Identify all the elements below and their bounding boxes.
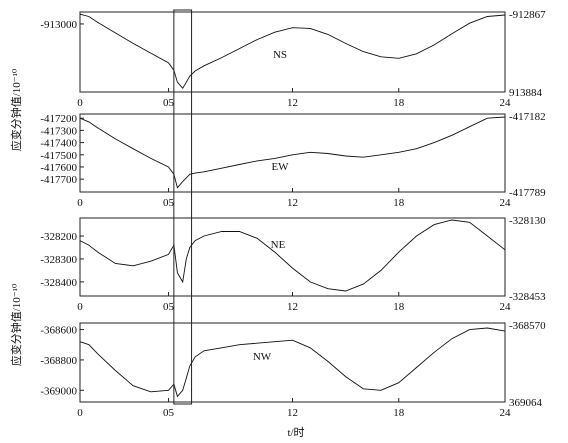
x-tick-label: 18	[393, 407, 405, 419]
left-tick-label: -417300	[40, 125, 77, 137]
x-tick-label: 0	[77, 197, 83, 209]
panel-frame-nw	[79, 322, 506, 403]
right-tick-label: -328453	[509, 291, 546, 303]
x-tick-label: 12	[287, 97, 298, 109]
series-line-nw	[79, 327, 506, 398]
x-tick-label: 12	[287, 301, 298, 313]
panel-frame-ns	[79, 11, 506, 93]
left-tick-label: -417600	[40, 162, 77, 174]
series-label-ne: NE	[271, 239, 286, 251]
y-axis-label-upper: 应变分钟值/10⁻¹⁰	[9, 68, 23, 151]
panel-frame-ne	[79, 217, 506, 297]
panel-frame-ew	[79, 113, 506, 193]
left-tick-label: -328300	[40, 254, 77, 266]
x-tick-label: 24	[500, 97, 512, 109]
series-label-ns: NS	[273, 49, 287, 61]
left-tick-label: -369000	[40, 385, 77, 397]
x-axis-label: t/时	[287, 426, 304, 439]
series-line-ns	[79, 13, 506, 89]
x-tick-label: 12	[287, 407, 298, 419]
right-tick-label: -328130	[509, 215, 546, 227]
x-tick-label: 24	[500, 197, 512, 209]
series-line-ne	[79, 219, 506, 292]
right-tick-label: -417182	[509, 111, 546, 123]
right-tick-label: 369064	[509, 397, 543, 409]
x-tick-label: 05	[163, 301, 175, 313]
left-tick-label: -417700	[40, 174, 77, 186]
left-tick-label: -417200	[40, 113, 77, 125]
left-tick-label: -368600	[40, 325, 77, 337]
right-tick-label: -368570	[509, 320, 546, 332]
x-tick-label: 12	[287, 197, 298, 209]
x-tick-label: 24	[500, 301, 512, 313]
right-tick-label: -912867	[509, 9, 546, 21]
x-tick-label: 05	[163, 407, 175, 419]
x-tick-label: 24	[500, 407, 512, 419]
series-label-nw: NW	[253, 351, 272, 363]
x-tick-label: 18	[393, 97, 405, 109]
x-tick-label: 0	[77, 97, 83, 109]
y-axis-label-lower: 应变分钟值/10⁻¹⁰	[9, 283, 23, 366]
left-tick-label: -328400	[40, 277, 77, 289]
series-line-ew	[79, 116, 506, 189]
x-tick-label: 0	[77, 407, 83, 419]
event-window-box	[173, 9, 193, 405]
right-tick-label: 913884	[509, 87, 543, 99]
right-tick-label: -417789	[509, 187, 546, 199]
x-tick-label: 18	[393, 197, 405, 209]
left-tick-label: -417500	[40, 150, 77, 162]
series-label-ew: EW	[271, 161, 289, 173]
left-tick-label: -328200	[40, 231, 77, 243]
left-tick-label: -368800	[40, 355, 77, 367]
left-tick-label: -913000	[40, 19, 77, 31]
left-tick-label: -417400	[40, 138, 77, 150]
x-tick-label: 05	[163, 197, 175, 209]
x-tick-label: 0	[77, 301, 83, 313]
x-tick-label: 18	[393, 301, 405, 313]
x-tick-label: 05	[163, 97, 175, 109]
